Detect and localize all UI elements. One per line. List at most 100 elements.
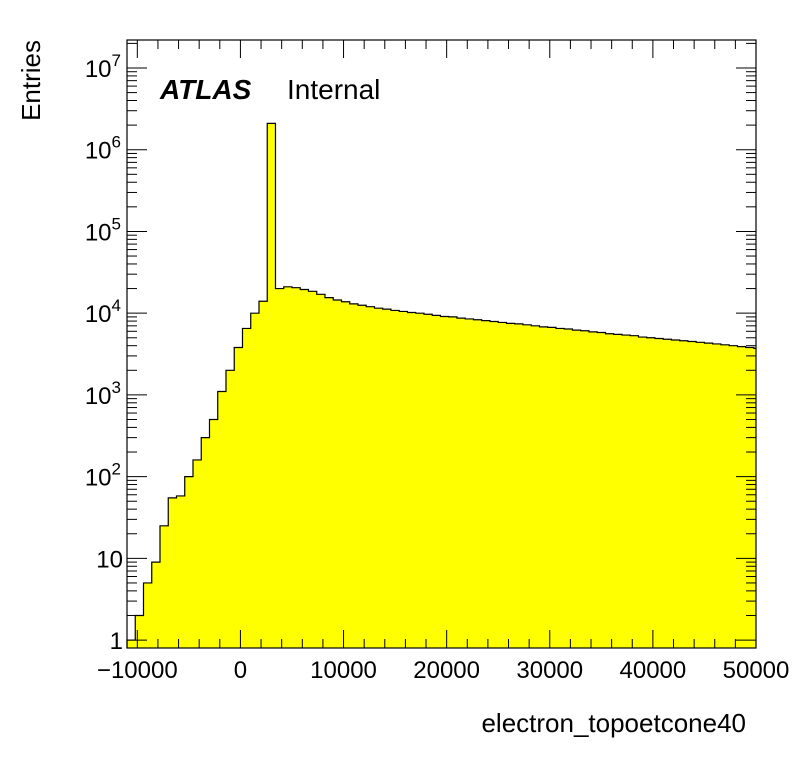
y-tick-label: 1: [110, 628, 123, 655]
histogram-bin: [687, 341, 697, 648]
y-axis-ticks: [127, 42, 756, 641]
histogram-bin: [159, 525, 169, 648]
histogram-bin: [217, 391, 227, 648]
histogram-bin: [514, 323, 524, 648]
histogram-bin: [432, 315, 441, 648]
x-axis-ticks: [136, 40, 757, 648]
histogram-bin: [135, 615, 144, 648]
histogram-bin: [506, 323, 516, 648]
histogram-bin: [489, 321, 499, 648]
y-tick-label: 10: [96, 546, 123, 573]
histogram-bin: [324, 297, 334, 648]
histogram-bin: [712, 343, 722, 648]
histogram-bin: [555, 328, 565, 648]
histogram-bin: [283, 286, 293, 648]
y-axis-tick-labels: 1 10 102 103 104 105 106 107: [85, 51, 123, 655]
histogram-bin: [720, 344, 730, 648]
histogram-bin: [390, 310, 400, 648]
histogram-bin: [753, 348, 757, 648]
histogram-bars: [127, 123, 757, 649]
y-axis-title: Entries: [16, 40, 46, 121]
histogram-bin: [349, 303, 359, 648]
histogram-bin: [333, 299, 342, 648]
histogram-bin: [192, 459, 202, 648]
histogram-bin: [473, 319, 483, 648]
y-tick-label: 105: [85, 214, 121, 246]
histogram-bin: [663, 339, 672, 648]
histogram-bin: [300, 289, 309, 648]
histogram-bin: [341, 301, 351, 648]
histogram-bin: [696, 342, 705, 648]
y-tick-label: 102: [85, 460, 121, 492]
histogram-bin: [448, 316, 458, 648]
histogram-bin: [547, 327, 557, 648]
x-tick-label: 50000: [723, 657, 790, 684]
x-tick-label: 0: [234, 657, 247, 684]
histogram-bin: [597, 332, 606, 648]
histogram-bin: [572, 330, 582, 648]
histogram-bin: [605, 333, 615, 648]
histogram-bin: [275, 288, 285, 648]
histogram-bin: [201, 437, 210, 648]
histogram-bin: [621, 335, 631, 648]
histogram-bin: [407, 312, 417, 648]
histogram-bin: [564, 329, 573, 648]
histogram-bin: [258, 301, 268, 648]
x-axis-tick-labels: −10000 0 10000 20000 30000 40000 50000: [97, 657, 789, 684]
histogram-bin: [267, 123, 276, 649]
histogram-bin: [168, 497, 177, 648]
histogram-bin: [638, 337, 647, 648]
histogram-bin: [737, 346, 746, 648]
x-tick-label: 10000: [310, 657, 377, 684]
histogram-bin: [539, 326, 549, 648]
histogram-bin: [176, 495, 186, 648]
internal-label: Internal: [287, 74, 380, 105]
histogram-bin: [522, 324, 532, 648]
histogram-bin: [308, 291, 318, 648]
histogram-bin: [316, 294, 326, 648]
y-tick-label: 106: [85, 133, 121, 165]
atlas-label: ATLAS: [159, 74, 252, 105]
histogram-bin: [250, 313, 260, 648]
x-axis-title: electron_topoetcone40: [481, 708, 746, 738]
x-tick-label: 40000: [620, 657, 687, 684]
histogram-bin: [671, 339, 680, 648]
histogram-bin: [456, 318, 466, 648]
plot-frame: [126, 39, 757, 649]
histogram-bin: [481, 320, 491, 648]
histogram-bin: [399, 311, 408, 648]
histogram-bin: [630, 335, 639, 648]
histogram-bin: [613, 334, 623, 648]
histogram-bin: [151, 562, 161, 648]
y-tick-label: 103: [85, 378, 121, 410]
histogram-outline: [126, 122, 756, 648]
histogram-bin: [679, 340, 689, 648]
histogram-bin: [234, 347, 243, 648]
histogram-bin: [654, 338, 664, 648]
x-tick-label: −10000: [97, 657, 178, 684]
histogram-bin: [498, 322, 507, 648]
histogram-bin: [646, 337, 656, 648]
histogram-bin: [580, 330, 590, 648]
histogram-bin: [704, 343, 713, 648]
histogram-bin: [374, 308, 384, 648]
x-tick-label: 30000: [516, 657, 583, 684]
histogram-bin: [465, 318, 474, 648]
histogram-bin: [225, 370, 235, 648]
histogram-bin: [588, 331, 598, 648]
histogram-bin: [291, 287, 301, 648]
histogram-bin: [242, 328, 252, 648]
histogram-bin: [531, 325, 540, 648]
histogram-bin: [366, 306, 375, 648]
x-tick-label: 20000: [413, 657, 480, 684]
histogram-bin: [184, 476, 194, 648]
histogram-bin: [143, 582, 153, 648]
histogram-bin: [127, 640, 136, 648]
histogram-bin: [209, 419, 219, 648]
histogram-bin: [382, 309, 392, 648]
histogram-bin: [357, 305, 367, 648]
histogram-bin: [729, 345, 738, 648]
histogram-bin: [423, 314, 433, 648]
y-tick-label: 104: [85, 296, 121, 328]
